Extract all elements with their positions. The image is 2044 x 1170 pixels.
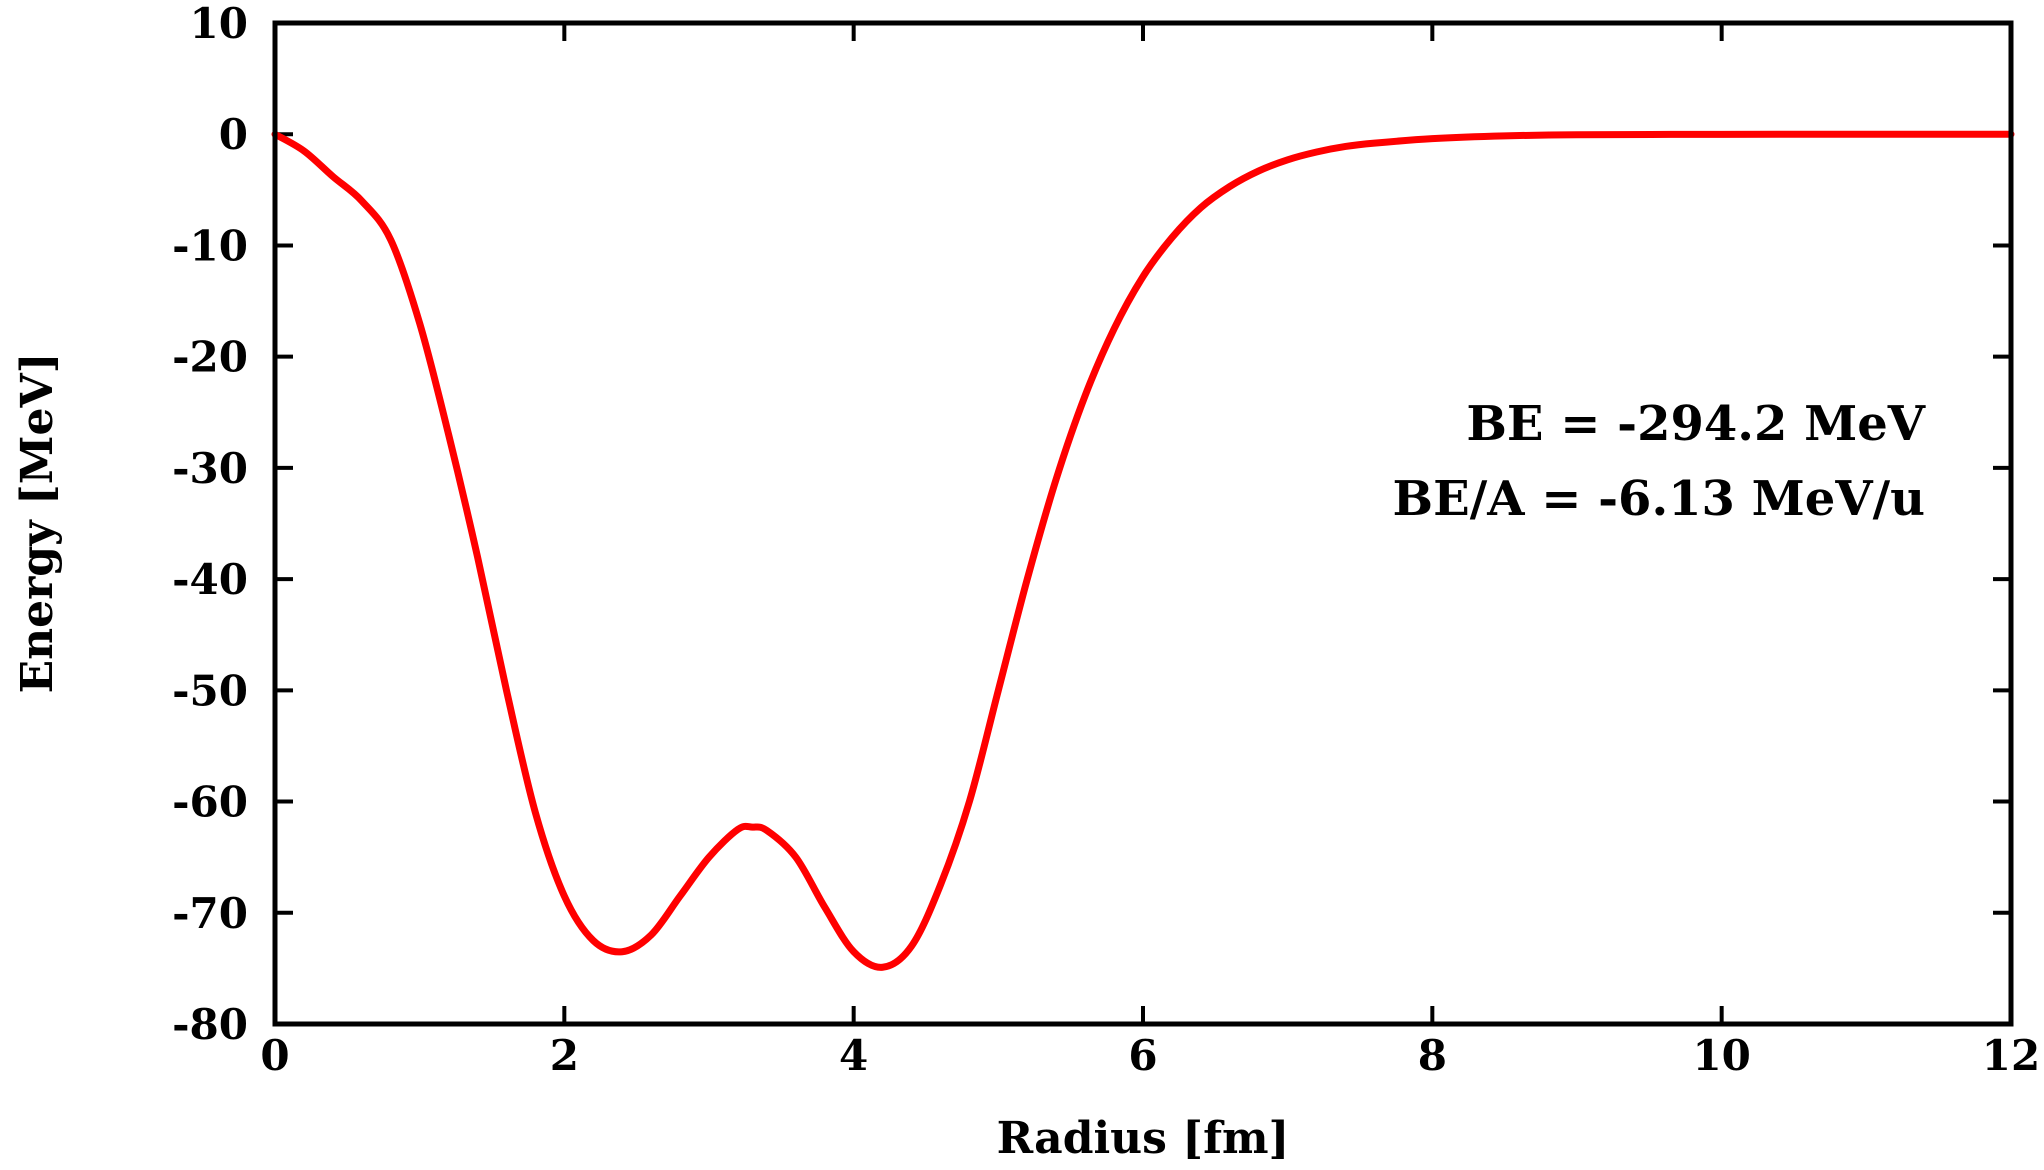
y-tick-label: -30: [172, 444, 248, 493]
x-tick-label: 4: [839, 1031, 868, 1080]
annotation-be-per-a: BE/A = -6.13 MeV/u: [1393, 471, 1925, 527]
y-tick-label: -40: [172, 555, 248, 604]
y-tick-label: -20: [172, 333, 248, 382]
x-tick-label: 2: [550, 1031, 579, 1080]
x-axis-label: Radius [fm]: [997, 1113, 1290, 1164]
tick-labels: 0 2 4 6 8 10 12 10 0 -10 -20 -30 -40 -50 -60 -70 -80: [172, 0, 2040, 1080]
y-tick-label: -10: [172, 221, 248, 270]
y-tick-label: -60: [172, 778, 248, 827]
series-line: [271, 130, 2015, 971]
x-tick-label: 0: [260, 1031, 289, 1080]
y-tick-label: 0: [219, 110, 248, 159]
y-tick-label: 10: [190, 0, 248, 48]
annotation-be: BE = -294.2 MeV: [1466, 396, 1925, 452]
x-tick-label: 8: [1418, 1031, 1447, 1080]
x-tick-label: 10: [1692, 1031, 1750, 1080]
x-tick-label: 12: [1982, 1031, 2040, 1080]
y-axis-label: Energy [MeV]: [12, 353, 63, 694]
y-tick-label: -50: [172, 666, 248, 715]
plot-frame: [272, 20, 2014, 1027]
y-tick-label: -80: [172, 1000, 248, 1049]
y-tick-label: -70: [172, 889, 248, 938]
x-tick-label: 6: [1128, 1031, 1157, 1080]
